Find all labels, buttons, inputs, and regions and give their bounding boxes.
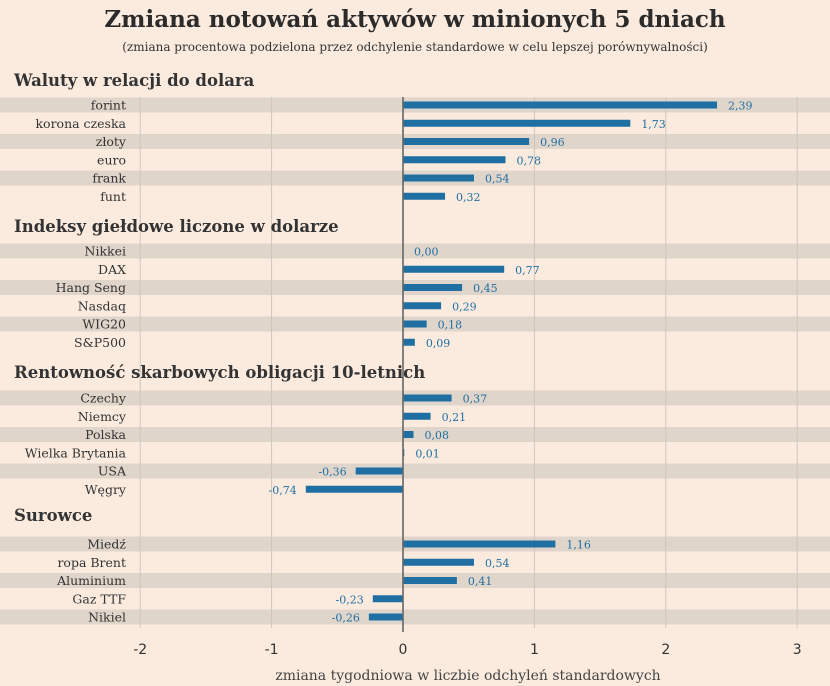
category-label: Nikiel xyxy=(88,610,126,625)
category-label: złoty xyxy=(96,134,127,149)
value-label: 1,73 xyxy=(641,118,666,131)
row-stripe xyxy=(0,427,830,442)
tick-label: 0 xyxy=(399,642,408,658)
bar xyxy=(403,192,446,200)
chart-title: Zmiana notowań aktywów w minionych 5 dni… xyxy=(104,6,726,33)
category-label: Hang Seng xyxy=(56,280,126,295)
category-label: korona czeska xyxy=(35,116,126,131)
row-stripes xyxy=(0,97,830,625)
category-label: Wielka Brytania xyxy=(25,445,127,460)
category-label: Aluminium xyxy=(56,573,126,588)
bar xyxy=(403,174,474,182)
value-label: 0,01 xyxy=(415,447,440,460)
category-label: DAX xyxy=(98,262,126,277)
bar xyxy=(403,412,431,420)
bar xyxy=(403,558,474,566)
row-stripe xyxy=(0,243,830,259)
bar xyxy=(368,613,403,621)
chart-subtitle: (zmiana procentowa podzielona przez odch… xyxy=(122,40,708,54)
group-header: Waluty w relacji do dolara xyxy=(13,71,255,90)
bar xyxy=(372,595,403,603)
category-label: WIG20 xyxy=(82,317,126,332)
value-label: 0,54 xyxy=(485,557,510,570)
value-label: 0,08 xyxy=(425,429,450,442)
value-label: -0,74 xyxy=(269,484,297,497)
category-label: funt xyxy=(100,189,126,204)
value-label: 0,00 xyxy=(414,246,439,259)
value-label: 0,54 xyxy=(485,173,510,186)
bar xyxy=(305,485,403,493)
category-label: frank xyxy=(92,171,126,186)
value-label: 0,09 xyxy=(426,337,451,350)
value-label: 0,96 xyxy=(540,136,565,149)
value-label: -0,36 xyxy=(318,466,346,479)
value-label: 0,29 xyxy=(452,300,477,313)
value-label: 0,77 xyxy=(515,264,540,277)
group-header: Indeksy giełdowe liczone w dolarze xyxy=(14,217,339,236)
tick-label: 2 xyxy=(661,642,670,658)
value-label: 0,21 xyxy=(442,411,467,424)
category-label: Nasdaq xyxy=(78,298,126,313)
bar xyxy=(403,265,505,273)
gridlines xyxy=(139,97,798,628)
value-label: -0,23 xyxy=(336,593,364,606)
bar xyxy=(403,394,452,402)
category-label: Gaz TTF xyxy=(72,591,126,606)
category-label: forint xyxy=(91,98,126,113)
value-label: 1,16 xyxy=(566,539,591,552)
bar xyxy=(403,156,506,164)
category-label: Niemcy xyxy=(78,409,127,424)
category-label: Węgry xyxy=(85,482,127,497)
row-stripe xyxy=(0,463,830,479)
tick-label: 1 xyxy=(530,642,539,658)
bar xyxy=(403,284,463,291)
bar xyxy=(403,540,556,548)
tick-label: 3 xyxy=(793,642,802,658)
group-header: Rentowność skarbowych obligacji 10-letni… xyxy=(14,363,425,382)
category-label: Miedź xyxy=(87,537,126,552)
bar xyxy=(403,302,442,310)
category-label: USA xyxy=(98,464,127,479)
category-label: euro xyxy=(97,152,126,167)
value-label: 0,18 xyxy=(438,319,463,332)
value-label: 0,45 xyxy=(473,282,498,295)
value-label: 0,37 xyxy=(463,393,488,406)
value-label: 0,41 xyxy=(468,575,493,588)
bar xyxy=(355,467,403,475)
category-label: ropa Brent xyxy=(57,555,126,570)
value-label: 0,32 xyxy=(456,191,481,204)
bar xyxy=(403,101,718,109)
bar xyxy=(403,431,414,438)
category-label: Nikkei xyxy=(85,244,126,259)
tick-label: -1 xyxy=(265,642,279,658)
group-header: Surowce xyxy=(14,506,92,525)
category-label: Czechy xyxy=(80,391,127,406)
value-label: -0,26 xyxy=(332,612,360,625)
x-axis-label: zmiana tygodniowa w liczbie odchyleń sta… xyxy=(275,668,660,684)
category-label: S&P500 xyxy=(74,335,126,350)
row-stripe xyxy=(0,609,830,625)
value-label: 2,39 xyxy=(728,100,753,113)
bar xyxy=(403,119,631,127)
category-label: Polska xyxy=(85,427,126,442)
bar xyxy=(403,320,427,328)
bar xyxy=(403,138,530,145)
tick-label: -2 xyxy=(133,642,147,658)
bar xyxy=(403,338,415,346)
bar xyxy=(403,577,457,584)
value-label: 0,78 xyxy=(516,154,541,167)
